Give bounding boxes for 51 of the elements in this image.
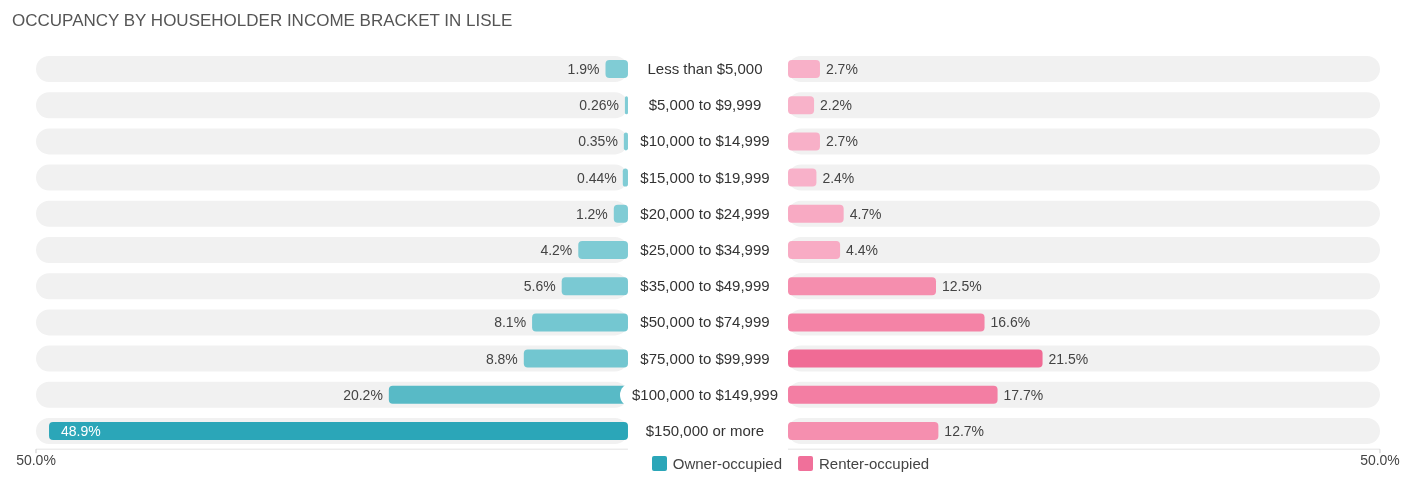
y-tick-label: $50,000 to $74,999 xyxy=(628,310,782,335)
y-tick-label: $150,000 or more xyxy=(633,419,777,444)
y-tick-label: $25,000 to $34,999 xyxy=(628,238,782,263)
legend-label: Renter-occupied xyxy=(819,455,930,473)
data-label: 21.5% xyxy=(1048,350,1089,367)
y-tick-label: $10,000 to $14,999 xyxy=(628,129,782,154)
bar xyxy=(561,277,628,296)
bar xyxy=(788,168,817,187)
legend-label: Owner-occupied xyxy=(672,455,782,473)
data-label: 1.2% xyxy=(575,205,608,222)
y-tick-label: $75,000 to $99,999 xyxy=(628,346,782,371)
data-label: 12.5% xyxy=(942,278,982,295)
data-label: 0.35% xyxy=(578,133,618,150)
bar xyxy=(578,240,628,259)
bar xyxy=(788,277,936,296)
y-tick-label: $100,000 to $149,999 xyxy=(620,382,790,407)
data-label: 16.6% xyxy=(990,314,1031,331)
data-label: 12.7% xyxy=(944,422,985,439)
bar xyxy=(788,204,844,223)
y-tick-label: Less than $5,000 xyxy=(635,57,775,82)
bar xyxy=(523,349,628,368)
data-label: 48.9% xyxy=(61,422,101,439)
y-tick-label: $15,000 to $19,999 xyxy=(628,165,782,190)
bar xyxy=(532,313,628,332)
x-tick-label: 50.0% xyxy=(16,452,56,469)
data-label: 2.4% xyxy=(822,169,855,186)
data-label: 1.9% xyxy=(567,61,600,77)
chart-title: OCCUPANCY BY HOUSEHOLDER INCOME BRACKET IN LISLE xyxy=(12,11,513,31)
y-tick-label: $5,000 to $9,999 xyxy=(636,93,774,118)
bar xyxy=(605,60,628,78)
data-label: 2.7% xyxy=(825,61,858,77)
bar xyxy=(788,96,815,115)
data-label: 2.7% xyxy=(825,133,858,150)
bar xyxy=(788,240,841,259)
data-label: 2.2% xyxy=(820,97,852,114)
data-label: 0.44% xyxy=(577,169,617,186)
data-label: 4.7% xyxy=(849,205,882,222)
bar xyxy=(788,60,820,78)
data-label: 8.8% xyxy=(485,350,518,367)
data-label: 8.1% xyxy=(494,314,527,331)
data-label: 5.6% xyxy=(523,278,556,295)
data-label: 20.2% xyxy=(343,386,383,403)
y-tick-label: $20,000 to $24,999 xyxy=(628,201,782,226)
x-tick-label: 50.0% xyxy=(1360,452,1400,469)
y-tick-label: $35,000 to $49,999 xyxy=(628,274,782,299)
data-label: 17.7% xyxy=(1003,386,1044,403)
bar xyxy=(788,421,939,440)
data-label: 4.2% xyxy=(540,241,573,258)
data-label: 0.26% xyxy=(579,97,619,114)
bar xyxy=(788,132,820,151)
data-label: 4.4% xyxy=(846,241,878,258)
